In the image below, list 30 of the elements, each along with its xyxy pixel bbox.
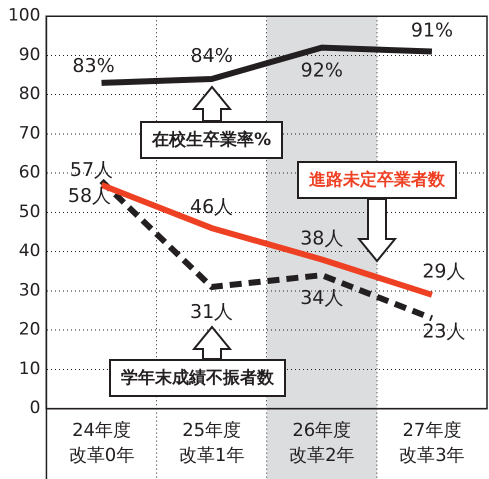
y-tick-label: 30 xyxy=(18,280,40,300)
y-tick-label: 100 xyxy=(8,6,40,26)
data-label: 57人 xyxy=(70,158,114,181)
y-tick-label: 10 xyxy=(18,358,40,379)
y-tick-label: 50 xyxy=(18,202,40,222)
legend-label: 在校生卒業率% xyxy=(140,120,284,159)
y-tick-label: 70 xyxy=(18,123,40,144)
y-tick-label: 40 xyxy=(18,241,40,262)
y-tick-label: 0 xyxy=(30,398,40,418)
x-tick-label: 24年度改革0年 xyxy=(68,420,134,466)
data-label: 91% xyxy=(410,19,454,42)
y-tick-label: 90 xyxy=(18,44,40,65)
x-tick-label: 25年度改革1年 xyxy=(178,420,244,466)
data-label: 31人 xyxy=(190,300,234,323)
x-tick-label: 26年度改革2年 xyxy=(289,420,355,466)
data-label: 83% xyxy=(72,54,115,77)
data-label: 29人 xyxy=(422,260,466,283)
x-tick-label: 27年度改革3年 xyxy=(399,420,465,466)
legend-label: 学年末成績不振者数 xyxy=(109,358,286,397)
data-label: 84% xyxy=(190,44,233,67)
y-tick-label: 20 xyxy=(18,320,40,340)
data-label: 38人 xyxy=(300,227,344,250)
data-label: 92% xyxy=(300,60,343,82)
data-label: 58人 xyxy=(68,184,112,207)
y-tick-label: 80 xyxy=(18,84,40,104)
data-label: 46人 xyxy=(190,196,234,218)
text: 進路未定卒業者数 xyxy=(296,161,457,200)
y-tick-label: 60 xyxy=(18,162,40,183)
data-label: 23人 xyxy=(422,320,466,342)
data-label: 34人 xyxy=(300,287,344,310)
